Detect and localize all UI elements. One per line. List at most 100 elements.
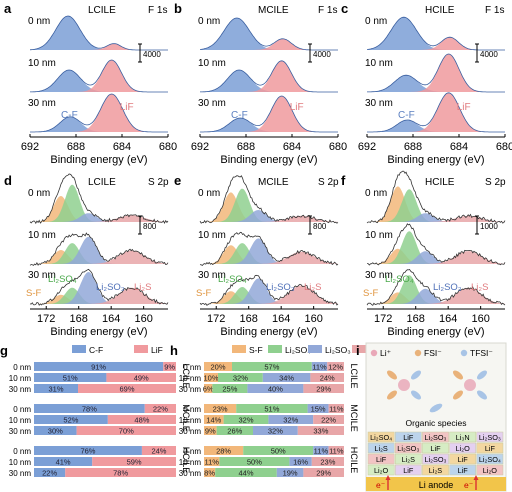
xps-envelope xyxy=(29,173,169,225)
li-ion xyxy=(464,379,476,391)
x-tick-label: 164 xyxy=(272,313,290,325)
bar-value-label: 11% xyxy=(204,458,219,467)
species-label: Li₂S xyxy=(134,282,151,293)
xps-peak-fill xyxy=(30,287,168,304)
sei-cell xyxy=(394,464,422,476)
x-tick-label: 160 xyxy=(304,313,322,325)
xps-panel-c: c HCILE F 1s 0 nm 10 nm 30 nm C-F LiF 4000 692 688… xyxy=(341,1,512,166)
sei-cell xyxy=(422,431,449,443)
legend-label: Li⁺ xyxy=(380,348,392,358)
xps-peak-fill xyxy=(367,75,505,92)
sei-cell xyxy=(394,453,422,465)
bar-value-label: 15% xyxy=(311,405,326,414)
x-tick-label: 164 xyxy=(102,313,120,325)
bar-value-label: 91% xyxy=(91,363,106,372)
sei-cell xyxy=(367,453,395,465)
sei-cell xyxy=(449,431,477,443)
depth-label: 30 nm xyxy=(179,385,202,394)
electron-arrowhead xyxy=(385,475,391,480)
depth-label: 10 nm xyxy=(179,374,202,383)
bar-segment xyxy=(247,384,304,393)
bar-segment xyxy=(204,426,217,435)
bar-value-label: 31% xyxy=(49,385,64,394)
xps-peak-fill xyxy=(367,189,505,222)
xps-peak-fill xyxy=(200,210,338,222)
species-label: LiF xyxy=(457,102,471,113)
xps-peak-fill xyxy=(30,272,168,304)
depth-label: 30 nm xyxy=(9,427,32,436)
bar-value-label: 76% xyxy=(80,447,95,456)
x-tick-label: 168 xyxy=(407,313,425,325)
bar-value-label: 24% xyxy=(151,447,166,456)
x-tick-label: 692 xyxy=(358,141,376,153)
species-label: S-F xyxy=(196,288,212,299)
depth-label: 10 nm xyxy=(179,416,202,425)
x-tick-label: 688 xyxy=(404,141,422,153)
xps-envelope xyxy=(199,274,339,306)
anion xyxy=(477,370,487,380)
bar-value-label: 23% xyxy=(320,458,335,467)
bar-segment xyxy=(204,415,224,424)
bar-value-label: 51% xyxy=(264,405,279,414)
depth-label: 0 nm xyxy=(198,188,220,199)
bar-segment xyxy=(144,404,176,413)
xps-envelope xyxy=(29,15,168,51)
schematic-layer: i Li⁺ FSI⁻ TFSI⁻ Organic species Li₂SO₄ LiF Li₂… xyxy=(356,342,507,492)
xps-peak-fill xyxy=(200,70,338,92)
bar-segment xyxy=(310,373,344,382)
xps-peak-fill xyxy=(200,287,338,304)
bar-value-label: 11% xyxy=(329,447,344,456)
core-level-label: S 2p xyxy=(318,177,339,188)
bar-value-label: 10% xyxy=(203,374,218,383)
sei-cell-label: Li₂O xyxy=(483,466,498,475)
group-label: HCILE xyxy=(181,447,191,474)
bar-value-label: 52% xyxy=(63,416,78,425)
legend-marker xyxy=(370,349,378,357)
sei-cell-label: Li₂SO₃ xyxy=(424,433,446,442)
bar-segment xyxy=(34,446,142,455)
xps-peak-fill xyxy=(200,238,338,264)
bar-value-label: 33% xyxy=(313,427,328,436)
core-level-label: F 1s xyxy=(485,5,504,16)
sample-label: HCILE xyxy=(425,177,455,188)
bar-segment xyxy=(204,362,232,371)
depth-label: 30 nm xyxy=(28,270,56,281)
xps-peak-fill xyxy=(367,37,505,50)
xps-spectra-layer: a LCILE F 1s 0 nm 10 nm 30 nm C-F LiF 4000 692 688… xyxy=(4,1,512,338)
species-label: C-F xyxy=(398,110,415,121)
xps-peak-fill xyxy=(367,17,505,50)
x-tick-label: 172 xyxy=(37,313,55,325)
bar-value-label: 11% xyxy=(312,363,327,372)
x-tick-label: 160 xyxy=(134,313,152,325)
xps-envelope xyxy=(367,53,505,93)
panel-letter: g xyxy=(0,343,8,358)
x-axis-title: Binding energy (eV) xyxy=(387,326,484,338)
xps-peak-fill xyxy=(200,96,338,132)
xps-peak-fill xyxy=(30,60,168,92)
sei-cell-label: Li₂S xyxy=(429,466,443,475)
anion xyxy=(387,390,397,400)
x-tick-label: 164 xyxy=(439,313,457,325)
xps-envelope xyxy=(200,95,338,133)
bar-value-label: 32% xyxy=(233,374,248,383)
electron-arrowhead xyxy=(473,475,479,480)
depth-label: 10 nm xyxy=(198,58,226,69)
bar-value-label: 78% xyxy=(82,405,97,414)
bar-value-label: 78% xyxy=(113,469,128,478)
bar-segment xyxy=(92,457,176,466)
species-label: C-F xyxy=(231,110,248,121)
sei-cell xyxy=(476,431,504,443)
sei-cell-label: Li₂SO₃ xyxy=(397,444,419,453)
sample-label: LCILE xyxy=(88,177,116,188)
bar-segment xyxy=(243,446,314,455)
xps-envelope xyxy=(29,232,169,266)
bar-segment xyxy=(268,415,314,424)
scale-bar-label: 800 xyxy=(143,222,157,231)
sei-cell-label: LiF xyxy=(458,455,469,464)
xps-envelope xyxy=(199,17,338,51)
bar-value-label: 19% xyxy=(283,469,298,478)
legend-label: Li₂SO₄ xyxy=(285,345,311,355)
anode-label: Li anode xyxy=(419,480,454,490)
depth-label: 30 nm xyxy=(198,98,226,109)
